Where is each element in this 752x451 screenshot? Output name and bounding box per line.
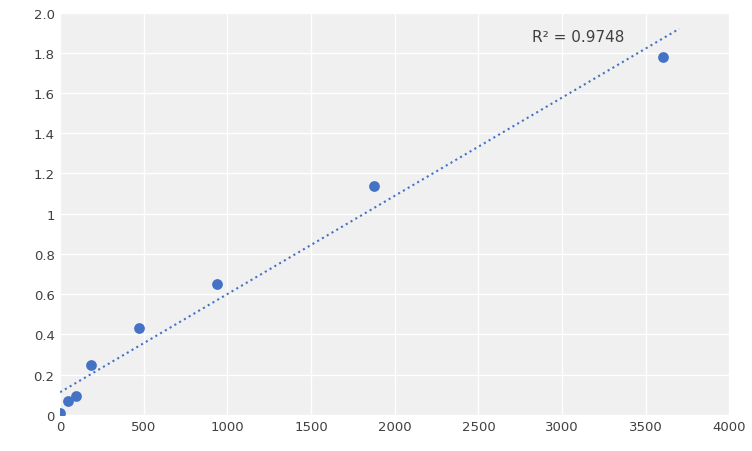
Point	[656, 54, 669, 61]
Point	[86, 361, 98, 368]
Text: R² = 0.9748: R² = 0.9748	[532, 30, 624, 45]
Point	[70, 392, 82, 400]
Point	[211, 281, 223, 288]
Point	[54, 410, 66, 417]
Point	[62, 398, 74, 405]
Point	[132, 325, 144, 332]
Point	[368, 183, 380, 190]
